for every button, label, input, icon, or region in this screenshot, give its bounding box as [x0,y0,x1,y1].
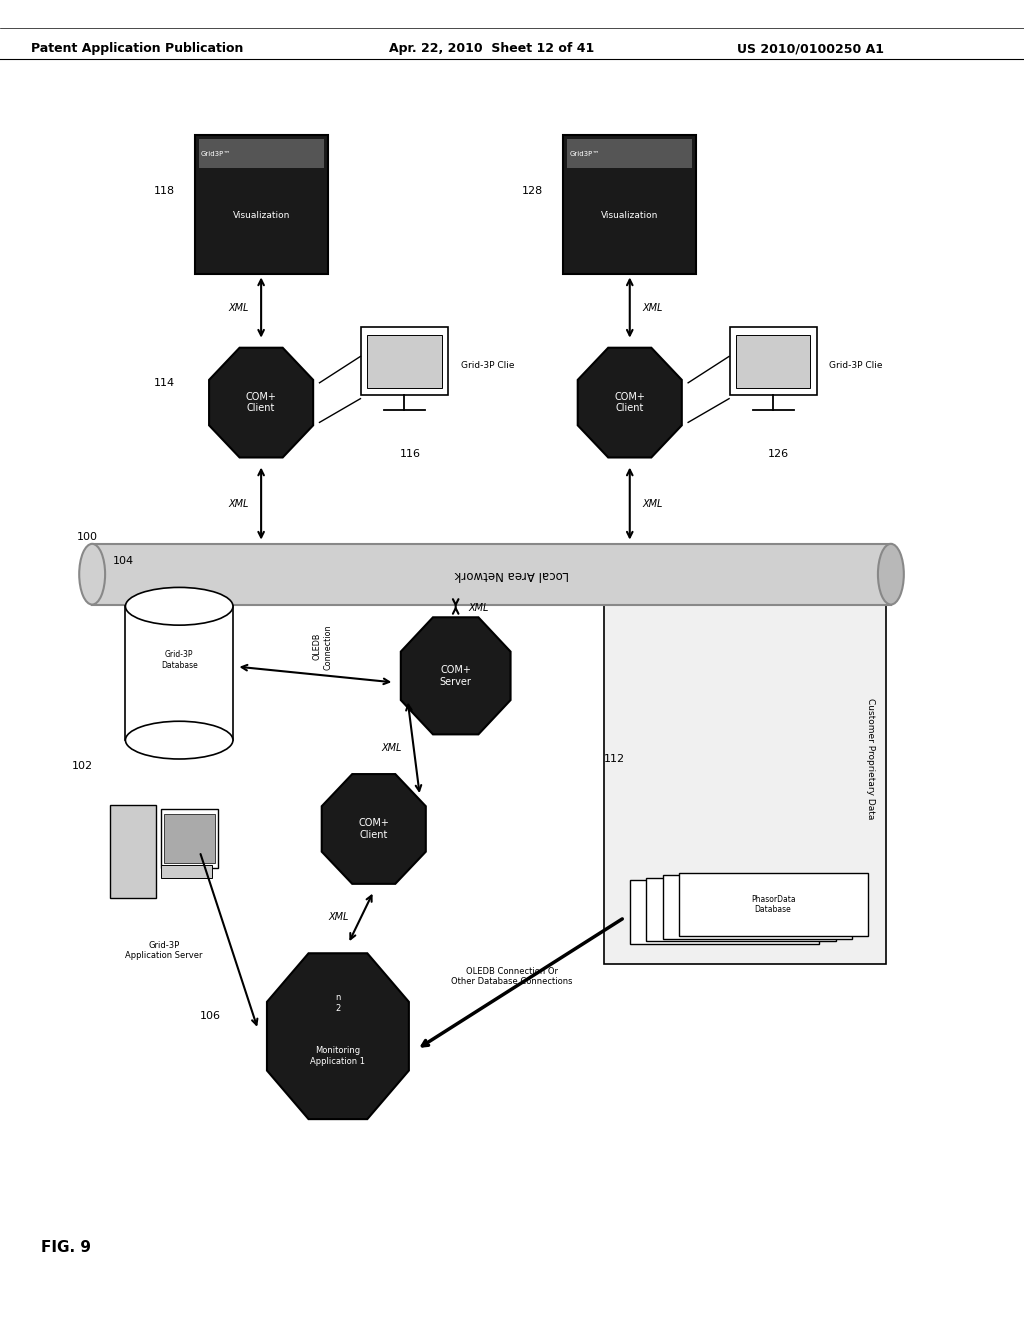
Text: XML: XML [642,499,663,508]
Text: Monitoring
Application 1: Monitoring Application 1 [310,1047,366,1065]
Text: 114: 114 [154,378,175,388]
Text: 108: 108 [394,808,416,818]
Text: 116: 116 [399,449,421,459]
Ellipse shape [125,721,232,759]
Text: PhasorData
Database: PhasorData Database [751,895,796,913]
Text: 106: 106 [200,1011,221,1022]
FancyBboxPatch shape [604,554,886,964]
Text: COM+
Client: COM+ Client [614,392,645,413]
Text: 100: 100 [77,532,98,543]
FancyBboxPatch shape [165,813,215,863]
Text: 118: 118 [154,186,175,197]
FancyBboxPatch shape [729,327,817,395]
FancyBboxPatch shape [646,878,836,941]
Ellipse shape [79,544,105,605]
FancyBboxPatch shape [361,327,449,395]
Polygon shape [267,953,409,1119]
Text: COM+
Server: COM+ Server [439,665,472,686]
Text: Local Area Network: Local Area Network [455,568,569,581]
Text: Patent Application Publication: Patent Application Publication [31,42,243,55]
Text: 110: 110 [484,655,506,665]
Text: n
2: n 2 [335,994,341,1012]
Text: XML: XML [468,603,488,612]
Text: FIG. 9: FIG. 9 [41,1239,91,1255]
FancyBboxPatch shape [368,334,442,388]
Text: OLEDB
Connection: OLEDB Connection [313,624,332,669]
Text: XML: XML [642,302,663,313]
FancyBboxPatch shape [735,334,811,388]
Text: Apr. 22, 2010  Sheet 12 of 41: Apr. 22, 2010 Sheet 12 of 41 [389,42,594,55]
Text: 102: 102 [72,760,93,771]
FancyBboxPatch shape [125,606,232,741]
Polygon shape [400,618,511,734]
FancyBboxPatch shape [630,880,819,944]
Text: Grid-3P
Database: Grid-3P Database [161,651,198,669]
Text: Grid3P™: Grid3P™ [569,150,600,157]
Text: 124: 124 [655,378,677,388]
Text: 126: 126 [768,449,790,459]
Text: Market
Database: Market Database [722,900,759,919]
Polygon shape [209,347,313,458]
Text: Visualization: Visualization [232,211,290,219]
Text: XML: XML [381,743,401,752]
Text: XML: XML [228,499,249,508]
Text: Grid-3P Clie: Grid-3P Clie [829,362,883,370]
Text: XML: XML [329,912,348,923]
Text: COM+
Client: COM+ Client [358,818,389,840]
FancyBboxPatch shape [195,135,328,275]
Ellipse shape [125,587,232,626]
Text: OLEDB Connection Or
Other Database Connections: OLEDB Connection Or Other Database Conne… [452,968,572,986]
FancyBboxPatch shape [92,544,891,605]
Text: 128: 128 [522,186,544,197]
FancyBboxPatch shape [663,875,852,939]
Text: Grid-3P Clie: Grid-3P Clie [461,362,514,370]
Ellipse shape [878,544,904,605]
FancyBboxPatch shape [563,135,696,275]
Text: US 2010/0100250 A1: US 2010/0100250 A1 [737,42,885,55]
Text: COM+
Client: COM+ Client [246,392,276,413]
FancyBboxPatch shape [679,873,868,936]
Text: Grid3P™: Grid3P™ [201,150,231,157]
FancyBboxPatch shape [162,808,218,869]
Text: PI
Database: PI Database [738,898,775,916]
Text: Grid-3P
Application Server: Grid-3P Application Server [125,941,203,960]
Text: SCADA
Database: SCADA Database [706,903,742,921]
Text: Customer Proprietary Data: Customer Proprietary Data [866,698,874,820]
Text: 112: 112 [604,754,626,764]
Text: Visualization: Visualization [601,211,658,219]
Text: XML: XML [228,302,249,313]
FancyBboxPatch shape [162,866,213,879]
FancyBboxPatch shape [199,140,324,169]
Text: 104: 104 [113,556,134,566]
Polygon shape [578,347,682,458]
FancyBboxPatch shape [567,140,692,169]
FancyBboxPatch shape [111,805,157,898]
Polygon shape [322,774,426,884]
